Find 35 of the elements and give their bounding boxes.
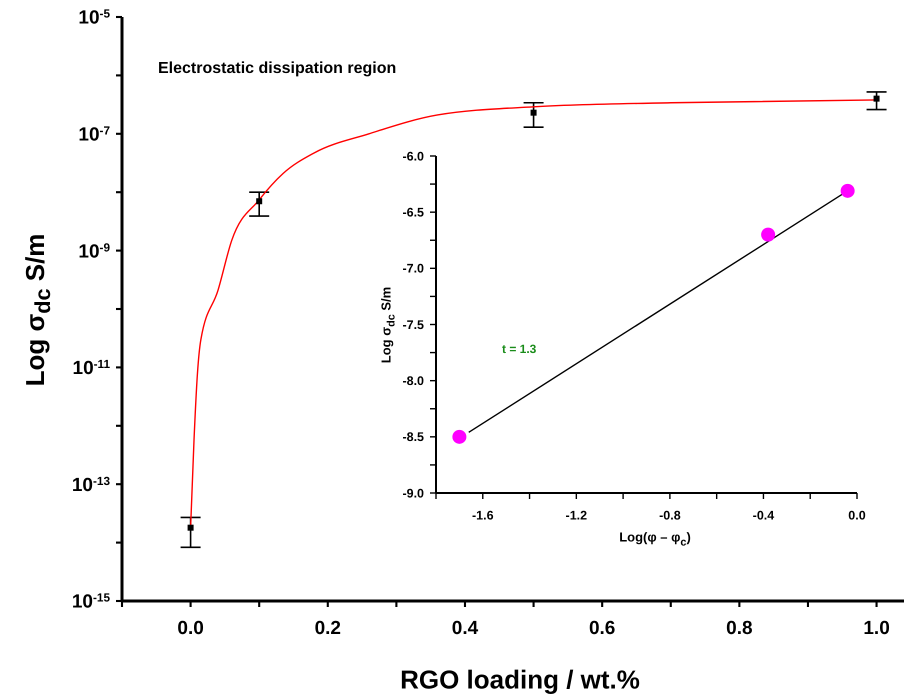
point (188, 524, 194, 531)
point (761, 228, 776, 242)
x-tick-label: -0.4 (752, 508, 774, 522)
y-tick-label: 10$^{-5}$ (78, 7, 110, 29)
x-tick-label: 0.6 (588, 618, 616, 639)
x-tick-label: 0.0 (848, 508, 866, 522)
y-tick-label: 10$^{-11}$ (72, 358, 110, 380)
point (874, 96, 880, 102)
x-tick-label: -0.8 (659, 508, 681, 522)
y-tick-label: -9.0 (402, 486, 424, 500)
y-tick-label: -6.5 (402, 206, 424, 220)
y-tick-label: -7.5 (402, 318, 424, 332)
y-tick-label: -8.5 (402, 430, 424, 444)
y-tick-label: -8.0 (402, 374, 424, 388)
x-tick-label: 0.4 (452, 618, 479, 639)
y-tick-label: 10$^{-15}$ (72, 591, 110, 613)
point (530, 110, 537, 116)
x-axis-title: RGO loading / wt.% (400, 664, 640, 696)
y-tick-label: 10$^{-9}$ (78, 240, 110, 262)
annotation: t = 1.3 (502, 342, 536, 356)
x-tick-label: 0.0 (177, 618, 204, 639)
y-tick-label: 10$^{-13}$ (72, 474, 110, 496)
y-tick-label: -7.0 (402, 262, 424, 276)
point (452, 430, 466, 444)
annotation: Electrostatic dissipation region (158, 60, 396, 78)
point (840, 184, 855, 198)
x-tick-label: 0.2 (314, 618, 341, 639)
y-tick-label: -6.0 (402, 149, 424, 164)
x-tick-label: 0.8 (726, 618, 753, 639)
x-tick-label: -1.6 (472, 508, 494, 522)
x-axis-title: Log(φ – φ$_{c}$) (619, 530, 691, 548)
point (256, 198, 262, 204)
y-tick-label: 10$^{-7}$ (78, 124, 110, 146)
x-tick-label: 1.0 (863, 618, 890, 639)
x-tick-label: -1.2 (566, 508, 588, 522)
